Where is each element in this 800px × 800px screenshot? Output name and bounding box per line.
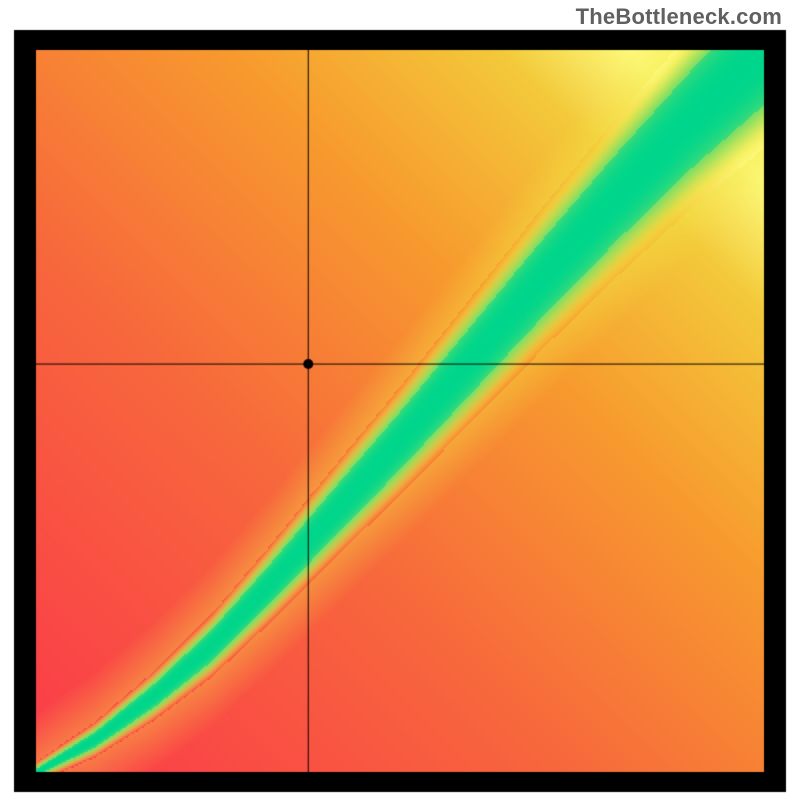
chart-container: TheBottleneck.com: [0, 0, 800, 800]
watermark-text: TheBottleneck.com: [576, 4, 782, 30]
heatmap-canvas: [0, 0, 800, 800]
